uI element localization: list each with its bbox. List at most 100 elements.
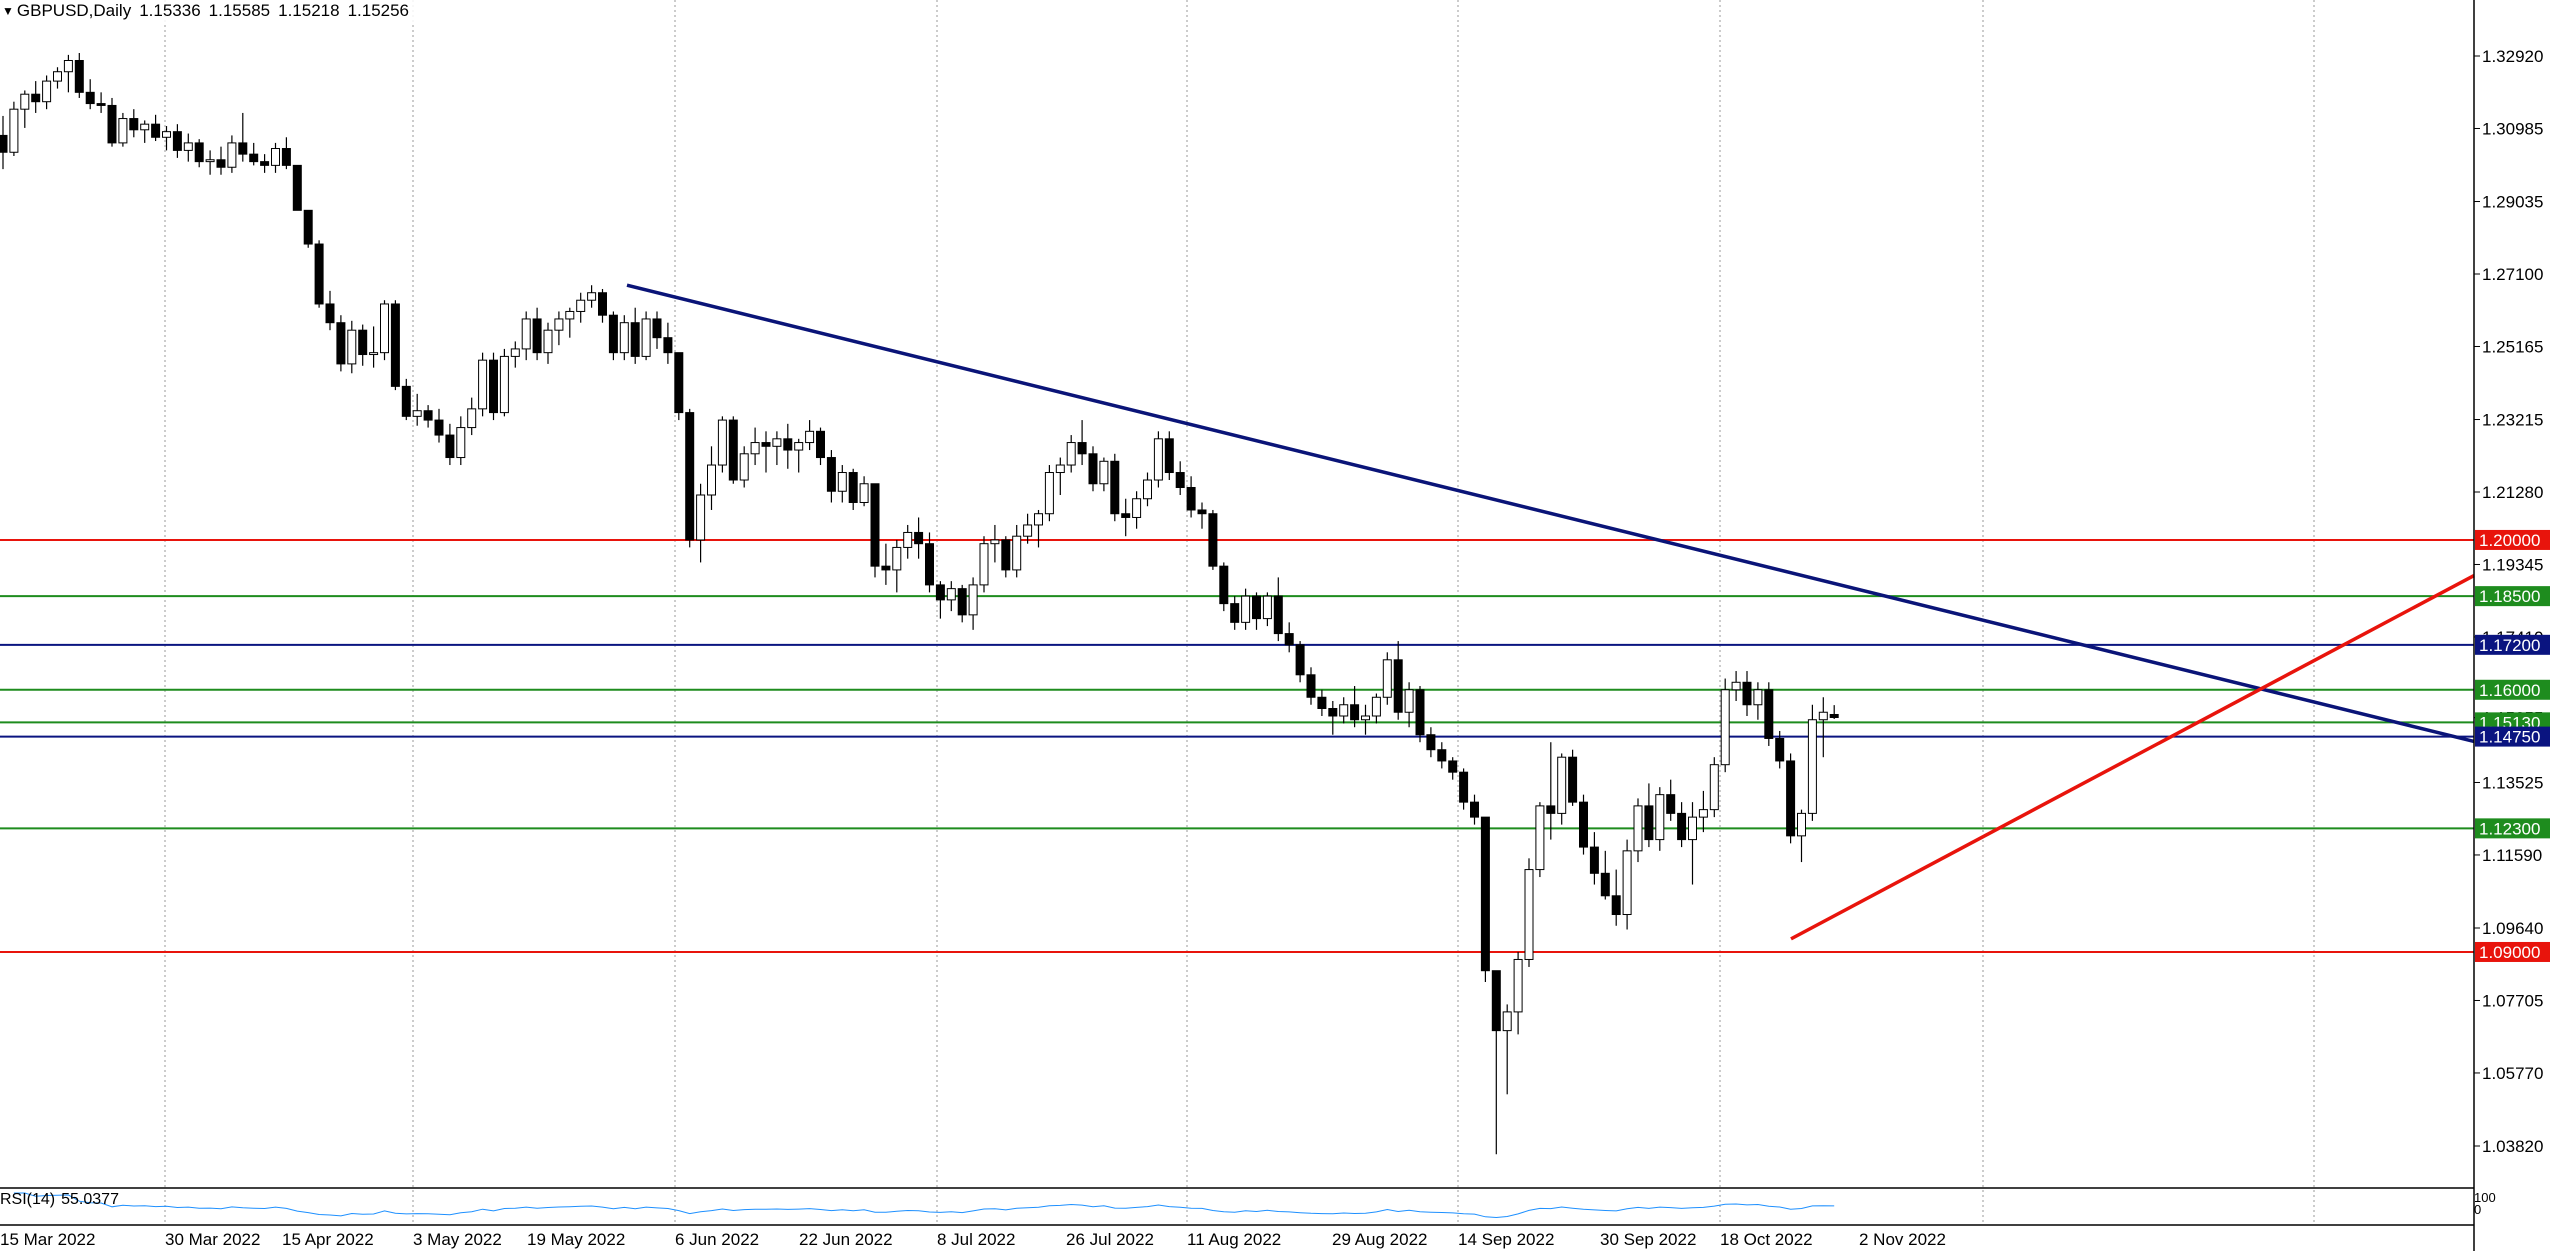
candle-up <box>772 438 782 447</box>
candle-up <box>750 442 760 455</box>
candle-up <box>1807 719 1817 814</box>
candle-up <box>118 118 128 144</box>
candle-up <box>1143 479 1152 500</box>
price-tick-label: 1.32920 <box>2482 47 2543 66</box>
candle-up <box>837 472 847 492</box>
candle-down <box>1764 689 1774 739</box>
candle-up <box>162 131 171 138</box>
candle-up <box>456 427 466 459</box>
candles <box>0 53 1839 1155</box>
rsi-value: 55.0377 <box>61 1191 119 1208</box>
candle-up <box>576 299 586 312</box>
candle-up <box>42 80 52 103</box>
high-value: 1.15585 <box>208 1 271 20</box>
candle-down <box>1600 872 1610 897</box>
candle-down <box>129 118 139 131</box>
candle-down <box>1448 760 1458 773</box>
level-tag-label: 1.09000 <box>2479 943 2540 962</box>
level-tag-1.12300 <box>2475 818 2550 839</box>
candle-down <box>96 103 106 106</box>
candle-down <box>216 159 226 168</box>
candle-up <box>63 59 73 73</box>
candle-up <box>739 453 749 481</box>
candle-down <box>1197 509 1207 515</box>
candle-down <box>783 438 793 451</box>
candle-up <box>805 430 815 444</box>
price-tick-label: 1.23215 <box>2482 411 2543 430</box>
candle-down <box>1491 970 1501 1032</box>
level-tag-1.20000 <box>2475 529 2550 550</box>
low-value: 1.15218 <box>278 1 340 20</box>
candle-down <box>674 352 684 414</box>
candle-down <box>292 164 302 211</box>
date-tick-label: 15 Mar 2022 <box>0 1230 95 1249</box>
candle-down <box>1088 453 1098 485</box>
date-tick-label: 3 May 2022 <box>413 1230 502 1249</box>
candle-down <box>925 543 934 586</box>
candle-up <box>946 588 956 601</box>
candle-up <box>990 539 1000 545</box>
level-tag-1.17200 <box>2475 634 2550 655</box>
rsi-name: RSI(14) <box>0 1191 56 1208</box>
candle-down <box>1742 681 1752 706</box>
candle-up <box>1688 816 1697 841</box>
candle-down <box>957 588 967 616</box>
candle-down <box>1306 674 1316 698</box>
candle-down <box>281 148 291 166</box>
candle-down <box>826 457 836 492</box>
candle-down <box>914 531 924 545</box>
candle-down <box>1393 659 1403 713</box>
candle-down <box>1077 442 1087 455</box>
horizontal-levels <box>0 538 2474 953</box>
candle-down <box>761 442 771 447</box>
candle-down <box>1164 438 1174 474</box>
candle-up <box>1012 535 1022 571</box>
price-tick-label: 1.05770 <box>2482 1064 2543 1083</box>
candle-up <box>543 329 553 354</box>
candle-up <box>554 318 564 331</box>
candle-up <box>717 419 727 466</box>
candle-up <box>9 108 19 153</box>
price-tick-label: 1.25165 <box>2482 337 2543 356</box>
candle-down <box>1175 472 1185 489</box>
symbol-header: ▼ GBPUSD,Daily 1.15336 1.15585 1.15218 1.1525… <box>0 0 424 22</box>
candle-up <box>903 531 913 548</box>
candle-down <box>238 142 248 155</box>
candle-down <box>608 314 618 354</box>
date-tick-label: 18 Oct 2022 <box>1720 1230 1813 1249</box>
candle-up <box>794 442 804 451</box>
candle-down <box>598 292 607 316</box>
candle-down <box>728 419 738 481</box>
candle-up <box>499 355 509 414</box>
candle-down <box>1317 696 1327 710</box>
rsi-panel <box>0 1187 2474 1226</box>
collapse-triangle-icon[interactable]: ▼ <box>2 4 14 18</box>
candle-up <box>1153 438 1163 481</box>
price-tick-label: 1.19345 <box>2482 555 2543 574</box>
candle-down <box>1829 713 1839 718</box>
date-tick-label: 14 Sep 2022 <box>1458 1230 1554 1249</box>
candle-down <box>532 318 542 354</box>
candle-up <box>1720 689 1730 766</box>
candle-down <box>151 123 161 138</box>
candle-up <box>510 348 520 357</box>
candle-down <box>1426 734 1436 751</box>
candle-up <box>1055 464 1065 474</box>
candle-down <box>390 303 400 387</box>
level-tag-label: 1.14750 <box>2479 728 2540 747</box>
candle-down <box>172 131 182 151</box>
candle-up <box>696 494 706 541</box>
candle-up <box>140 123 150 131</box>
candle-down <box>434 419 444 436</box>
uptrend-line <box>1790 573 2475 941</box>
candle-down <box>1589 846 1599 874</box>
candle-down <box>870 483 880 567</box>
candle-up <box>183 142 193 151</box>
open-value: 1.15336 <box>139 1 201 20</box>
candle-down <box>1350 704 1360 721</box>
candle-down <box>0 134 8 153</box>
level-tag-1.09000 <box>2475 941 2550 962</box>
candle-down <box>848 472 858 503</box>
